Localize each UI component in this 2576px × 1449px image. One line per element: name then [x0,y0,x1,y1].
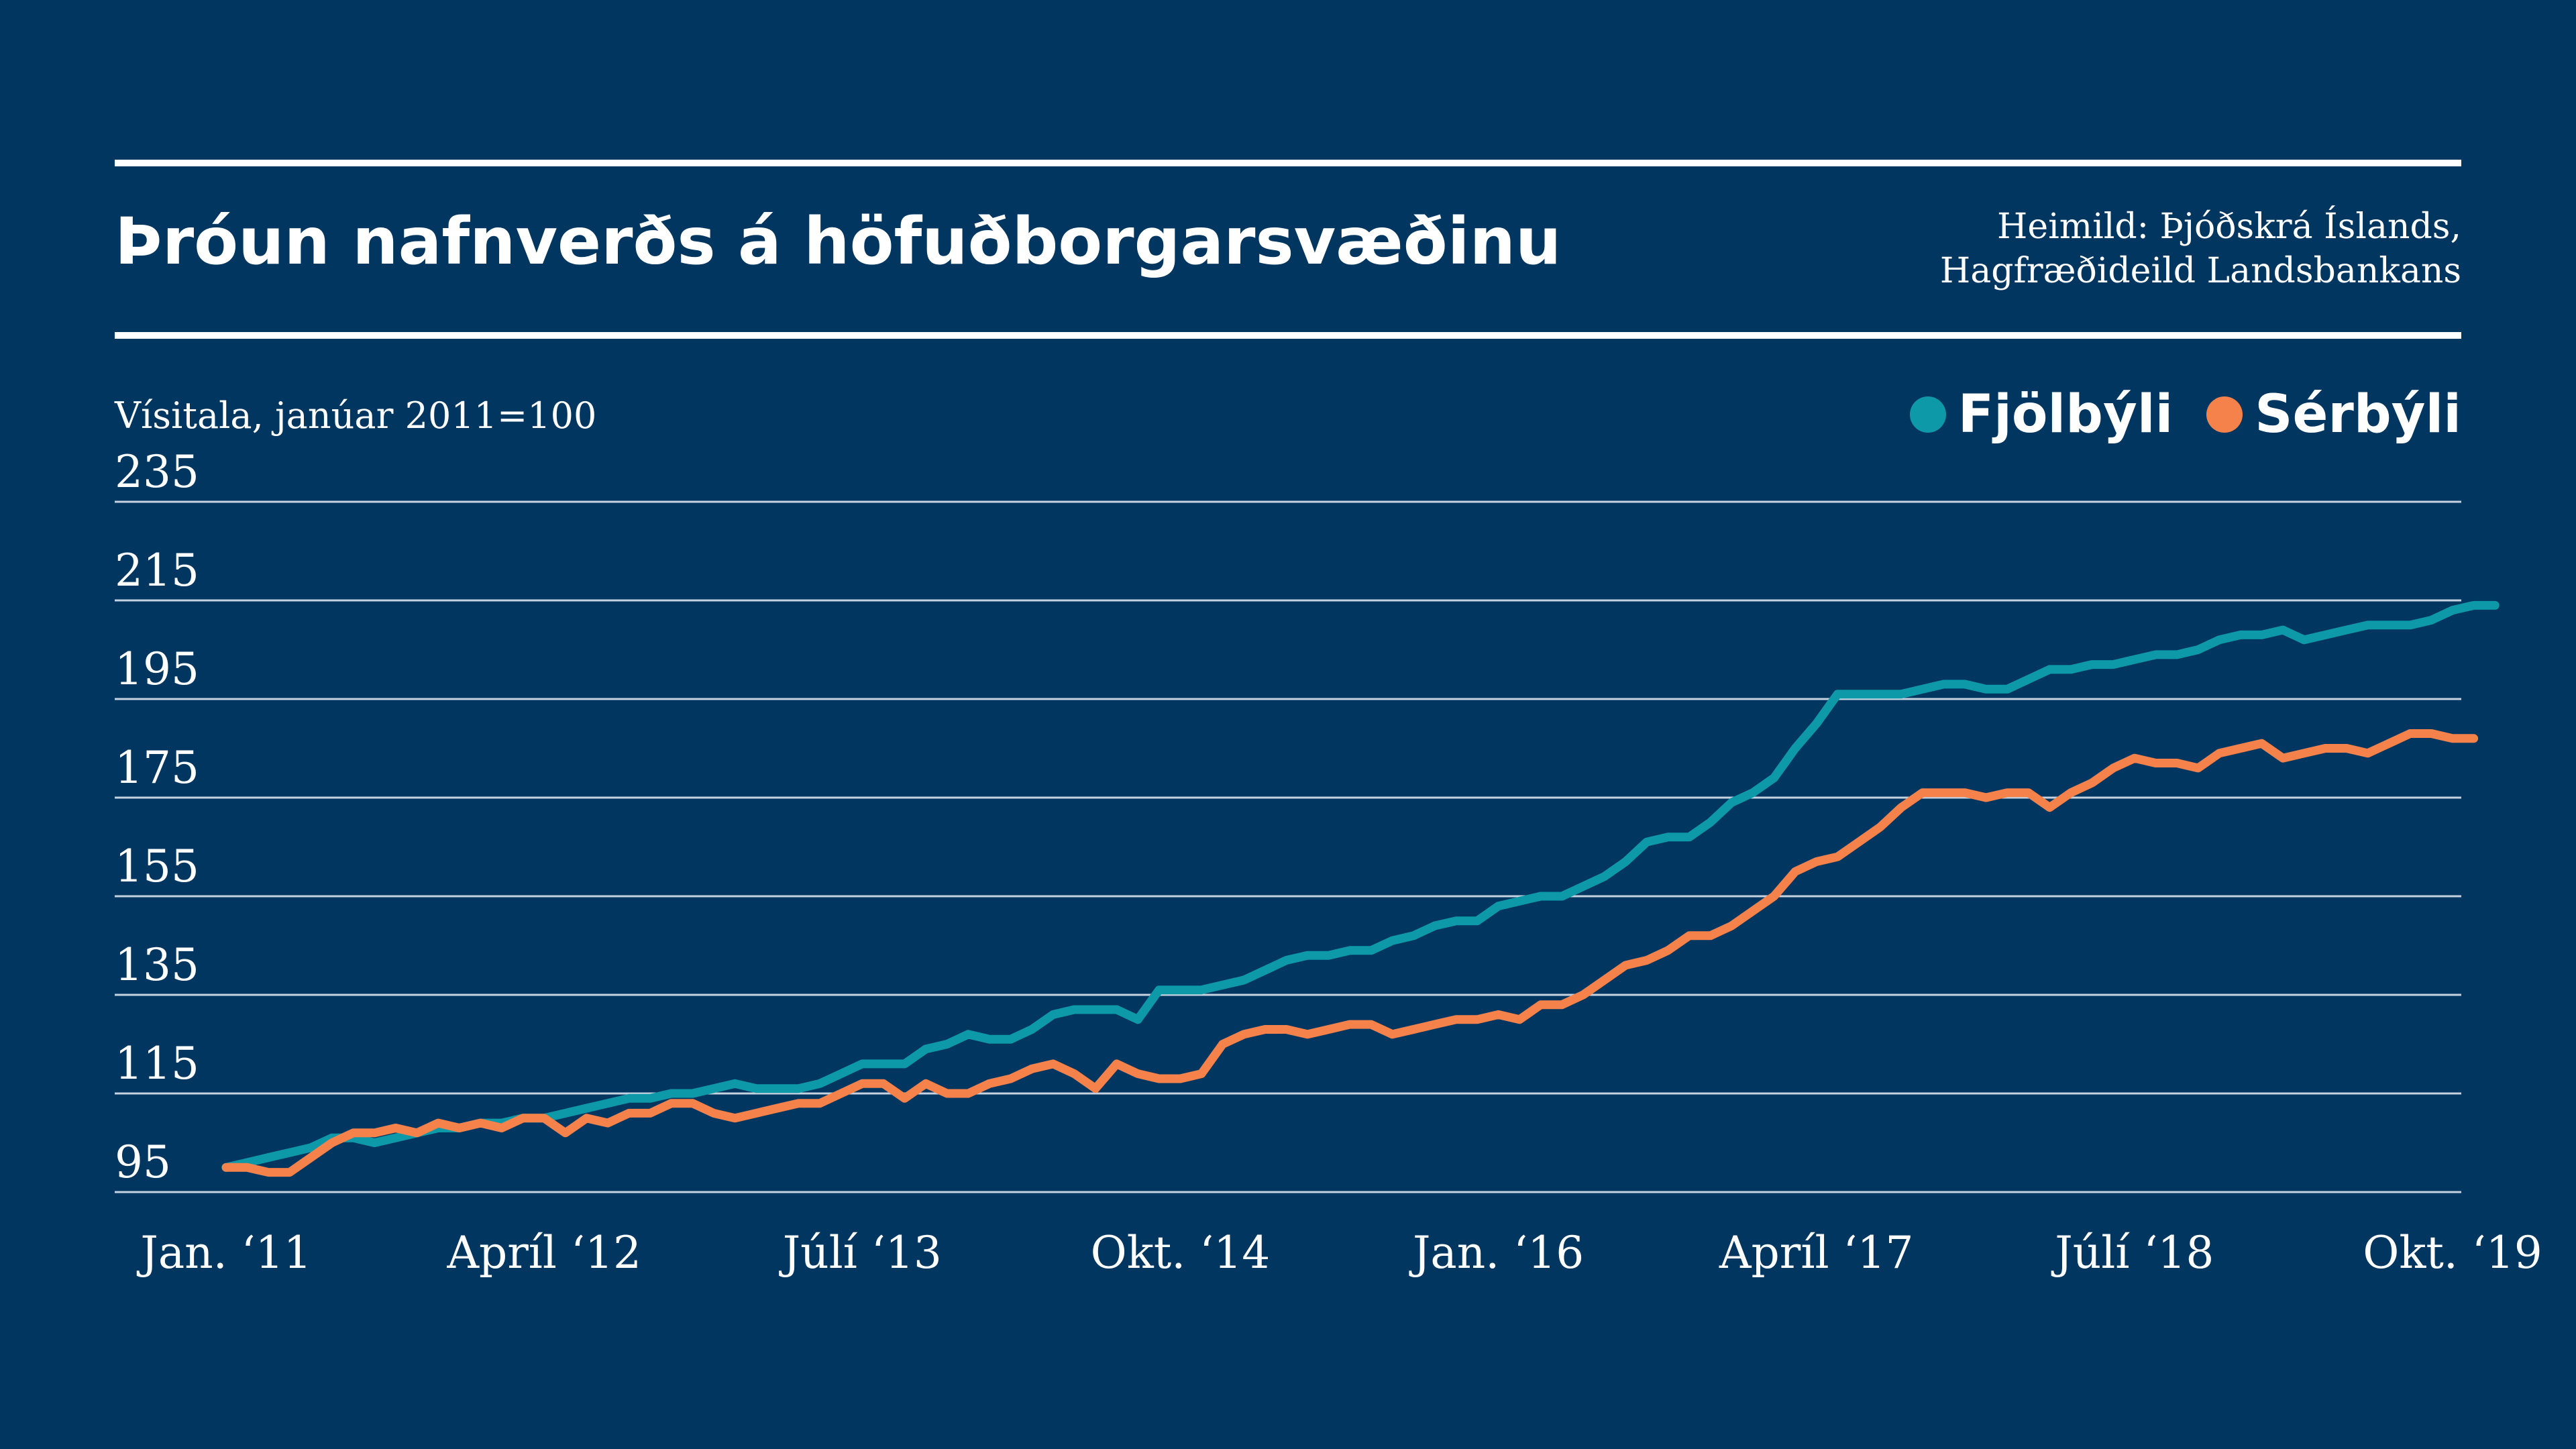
y-axis-unit-label: Vísitala, janúar 2011=100 [115,394,597,437]
y-tick-label: 195 [115,643,199,695]
legend: Fjölbýli Sérbýli [1876,381,2461,448]
x-tick-label: Júlí ‘18 [2051,1227,2214,1279]
legend-label-fjolbyli: Fjölbýli [1957,384,2174,445]
series-lines [221,600,2500,1177]
legend-label-serbyli: Sérbýli [2255,384,2461,445]
legend-dot-serbyli [2206,396,2243,433]
x-tick-label: Okt. ‘19 [2363,1227,2542,1279]
series-line-fjolbyli [221,600,2500,1172]
x-tick-label: Okt. ‘14 [1091,1227,1271,1279]
source-note: Heimild: Þjóðskrá Íslands, Hagfræðideild… [1940,205,2461,293]
x-tick-label: Júlí ‘13 [779,1227,942,1279]
y-tick-label: 235 [115,446,199,498]
bottom-rule [115,332,2461,339]
source-line-2: Hagfræðideild Landsbankans [1939,251,2461,291]
x-tick-label: Jan. ‘11 [136,1227,311,1279]
series-line-serbyli [221,729,2479,1177]
x-tick-label: Apríl ‘17 [1719,1227,1914,1279]
legend-dot-fjolbyli [1909,396,1946,433]
x-tick-label: Apríl ‘12 [446,1227,641,1279]
source-line-1: Heimild: Þjóðskrá Íslands, [1997,207,2461,247]
gridlines [115,500,2461,1193]
top-rule [115,160,2461,166]
x-tick-label: Jan. ‘16 [1409,1227,1584,1279]
y-tick-label: 135 [115,939,199,991]
y-axis-ticks: 95 115 135 155 175 195 215 235 [115,446,199,1188]
y-tick-label: 115 [115,1038,199,1089]
x-axis-ticks: Jan. ‘11 Apríl ‘12 Júlí ‘13 Okt. ‘14 Jan. ‘1… [136,1227,2542,1279]
legend-item-serbyli: Sérbýli [2206,381,2461,448]
y-tick-label: 215 [115,545,199,596]
y-tick-label: 175 [115,742,199,794]
y-tick-label: 95 [115,1136,171,1188]
legend-item-fjolbyli: Fjölbýli [1909,381,2174,448]
chart-title: Þróun nafnverðs á höfuðborgarsvæðinu [115,204,1562,279]
y-tick-label: 155 [115,841,199,892]
